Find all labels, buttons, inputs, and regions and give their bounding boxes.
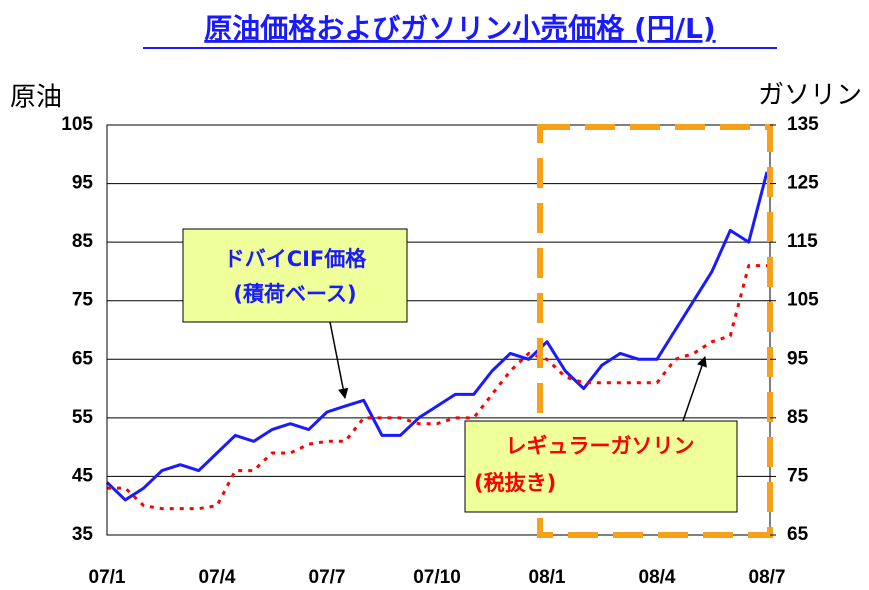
chart-title: 原油価格およびガソリン小売価格 (円/L) xyxy=(204,12,715,45)
series-line xyxy=(107,264,767,511)
highlight-box xyxy=(537,124,773,538)
y-tick-label: 65 xyxy=(72,348,94,369)
annotation: ドバイCIF価格 xyxy=(224,247,368,271)
y-tick-label: 75 xyxy=(72,290,94,311)
y-tick-label: 95 xyxy=(72,173,94,194)
x-tick-label: 07/10 xyxy=(413,567,461,588)
y-tick-label: 55 xyxy=(72,407,94,428)
y2-axis-label: ガソリン xyxy=(758,81,862,111)
x-tick-label: 08/1 xyxy=(529,567,566,588)
x-tick-label: 07/7 xyxy=(309,567,346,588)
callout-arrow xyxy=(682,356,707,422)
y2-tick-label: 125 xyxy=(787,173,819,194)
y2-tick-label: 65 xyxy=(787,524,809,545)
y-tick-label: 35 xyxy=(72,524,94,545)
annotation: レギュラーガソリン xyxy=(506,434,695,458)
annotation: (税抜き) xyxy=(474,471,556,495)
y2-tick-label: 105 xyxy=(787,290,819,311)
annotation: (積荷ベース) xyxy=(233,282,356,306)
x-tick-label: 08/4 xyxy=(639,567,676,588)
y2-tick-label: 85 xyxy=(787,407,809,428)
callout-box xyxy=(182,228,408,323)
y2-tick-label: 75 xyxy=(787,465,809,486)
y2-tick-label: 95 xyxy=(787,348,809,369)
y-tick-label: 45 xyxy=(72,465,94,486)
y2-tick-label: 115 xyxy=(787,231,818,252)
y-tick-label: 105 xyxy=(61,114,93,135)
x-tick-label: 07/4 xyxy=(199,567,236,588)
x-tick-label: 08/7 xyxy=(749,567,786,588)
series-line xyxy=(105,171,769,502)
x-tick-label: 07/1 xyxy=(89,567,126,588)
y2-tick-label: 135 xyxy=(787,114,819,135)
y-tick-label: 85 xyxy=(72,231,94,252)
callout-box xyxy=(464,420,738,513)
y-axis-label: 原油 xyxy=(10,83,62,113)
callout-arrow xyxy=(329,321,349,400)
